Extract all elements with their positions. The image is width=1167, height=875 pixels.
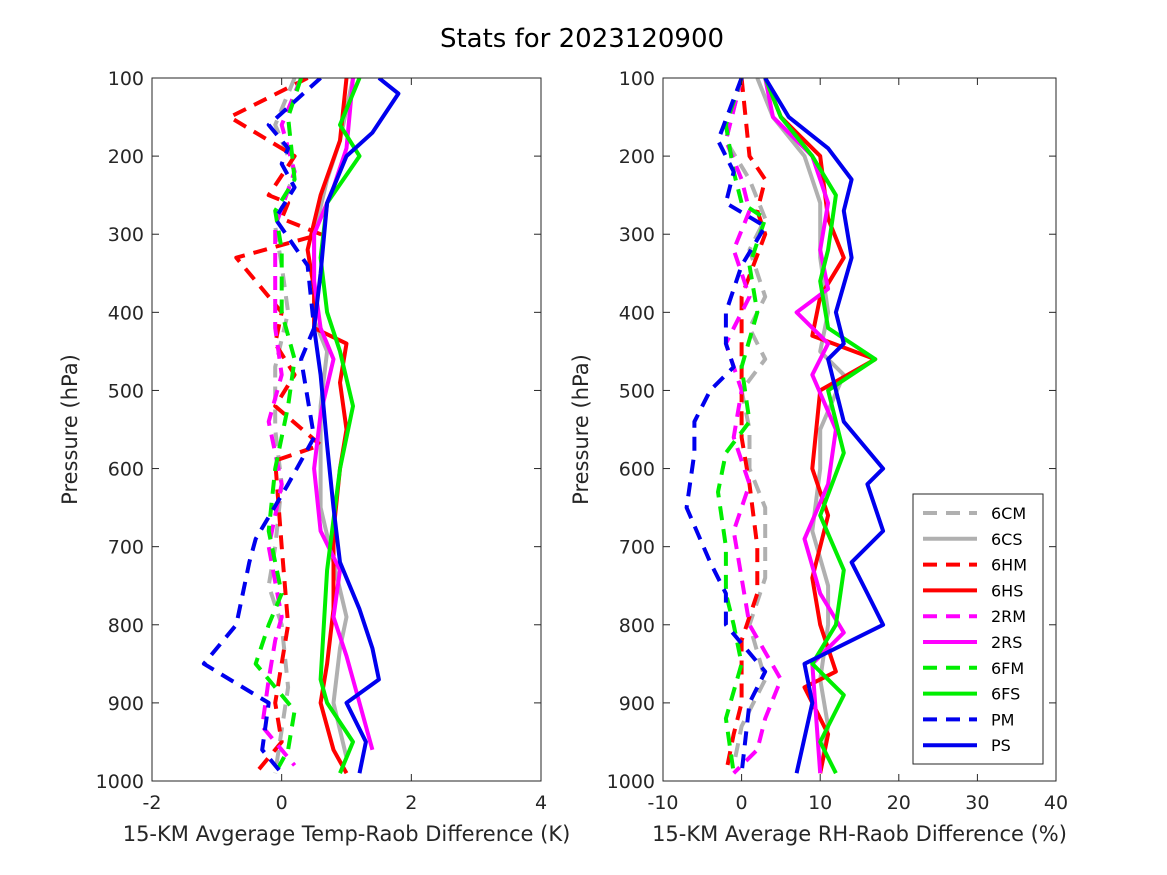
y-tick-label: 800 bbox=[619, 615, 655, 637]
series-group bbox=[684, 78, 886, 775]
x-axis-label: 15-KM Avgerage Temp-Raob Difference (K) bbox=[123, 822, 571, 846]
y-tick-label: 500 bbox=[619, 380, 655, 402]
x-tick-label: 4 bbox=[535, 792, 547, 814]
y-tick-label: 1000 bbox=[96, 771, 144, 793]
x-tick-label: 0 bbox=[736, 792, 748, 814]
legend-label-6cs: 6CS bbox=[991, 530, 1023, 549]
y-tick-label: 100 bbox=[108, 68, 144, 90]
x-tick-label: 20 bbox=[887, 792, 911, 814]
legend-label-6hm: 6HM bbox=[991, 556, 1027, 575]
x-tick-label: -2 bbox=[143, 792, 162, 814]
legend: 6CM 6CS 6HM 6HS 2RM 2RS 6FM 6FS PM PS bbox=[912, 493, 1044, 765]
series-line-ps bbox=[312, 78, 401, 774]
y-tick-label: 800 bbox=[108, 615, 144, 637]
series-line-6hm bbox=[227, 78, 323, 775]
x-axis-label: 15-KM Average RH-Raob Difference (%) bbox=[652, 822, 1067, 846]
legend-label-2rm: 2RM bbox=[991, 607, 1026, 626]
series-line-6fm bbox=[716, 78, 768, 774]
y-tick-label: 900 bbox=[108, 693, 144, 715]
y-tick-label: 600 bbox=[619, 459, 655, 481]
y-tick-label: 500 bbox=[108, 380, 144, 402]
series-line-pm bbox=[684, 78, 768, 774]
series-line-2rs bbox=[763, 78, 846, 774]
y-axis-label: Pressure (hPa) bbox=[569, 354, 593, 505]
y-tick-label: 700 bbox=[108, 537, 144, 559]
y-tick-label: 600 bbox=[108, 459, 144, 481]
series-line-6fs bbox=[318, 78, 362, 774]
y-tick-label: 400 bbox=[108, 302, 144, 324]
y-tick-label: 200 bbox=[619, 146, 655, 168]
panel-2: -10 0 10 20 30 40 100 200 300 400 500 600 700 800 900 1… bbox=[569, 68, 1068, 846]
y-tick-label: 300 bbox=[619, 224, 655, 246]
figure-title: Stats for 2023120900 bbox=[440, 24, 724, 54]
x-tick-label: 2 bbox=[405, 792, 417, 814]
y-tick-label: 1000 bbox=[607, 771, 655, 793]
axes-box bbox=[151, 77, 542, 782]
y-tick-label: 700 bbox=[619, 537, 655, 559]
legend-label-6fs: 6FS bbox=[991, 685, 1020, 704]
series-group bbox=[201, 78, 401, 775]
legend-label-6hs: 6HS bbox=[991, 581, 1023, 600]
legend-label-2rs: 2RS bbox=[991, 633, 1022, 652]
y-axis-label: Pressure (hPa) bbox=[58, 354, 82, 505]
series-line-6fm bbox=[253, 78, 303, 775]
x-tick-label: 40 bbox=[1044, 792, 1068, 814]
x-tick-label: 30 bbox=[965, 792, 989, 814]
legend-label-6cm: 6CM bbox=[991, 504, 1026, 523]
series-line-6hs bbox=[305, 78, 349, 775]
panel-1: -2 0 2 4 100 200 300 400 500 600 700 800 900 1000 15-K… bbox=[58, 68, 570, 846]
axes-box bbox=[662, 77, 1057, 782]
x-tick-label: -10 bbox=[647, 792, 678, 814]
y-tick-label: 300 bbox=[108, 224, 144, 246]
y-tick-label: 400 bbox=[619, 302, 655, 324]
y-tick-label: 100 bbox=[619, 68, 655, 90]
legend-label-pm: PM bbox=[991, 710, 1014, 729]
series-line-ps bbox=[763, 78, 886, 774]
series-line-pm bbox=[201, 78, 322, 775]
series-line-2rm bbox=[723, 78, 783, 775]
x-tick-label: 0 bbox=[276, 792, 288, 814]
legend-label-6fm: 6FM bbox=[991, 659, 1024, 678]
series-line-6fs bbox=[763, 78, 878, 775]
y-tick-label: 200 bbox=[108, 146, 144, 168]
y-tick-label: 900 bbox=[619, 693, 655, 715]
legend-label-ps: PS bbox=[991, 736, 1011, 755]
x-tick-label: 10 bbox=[808, 792, 832, 814]
